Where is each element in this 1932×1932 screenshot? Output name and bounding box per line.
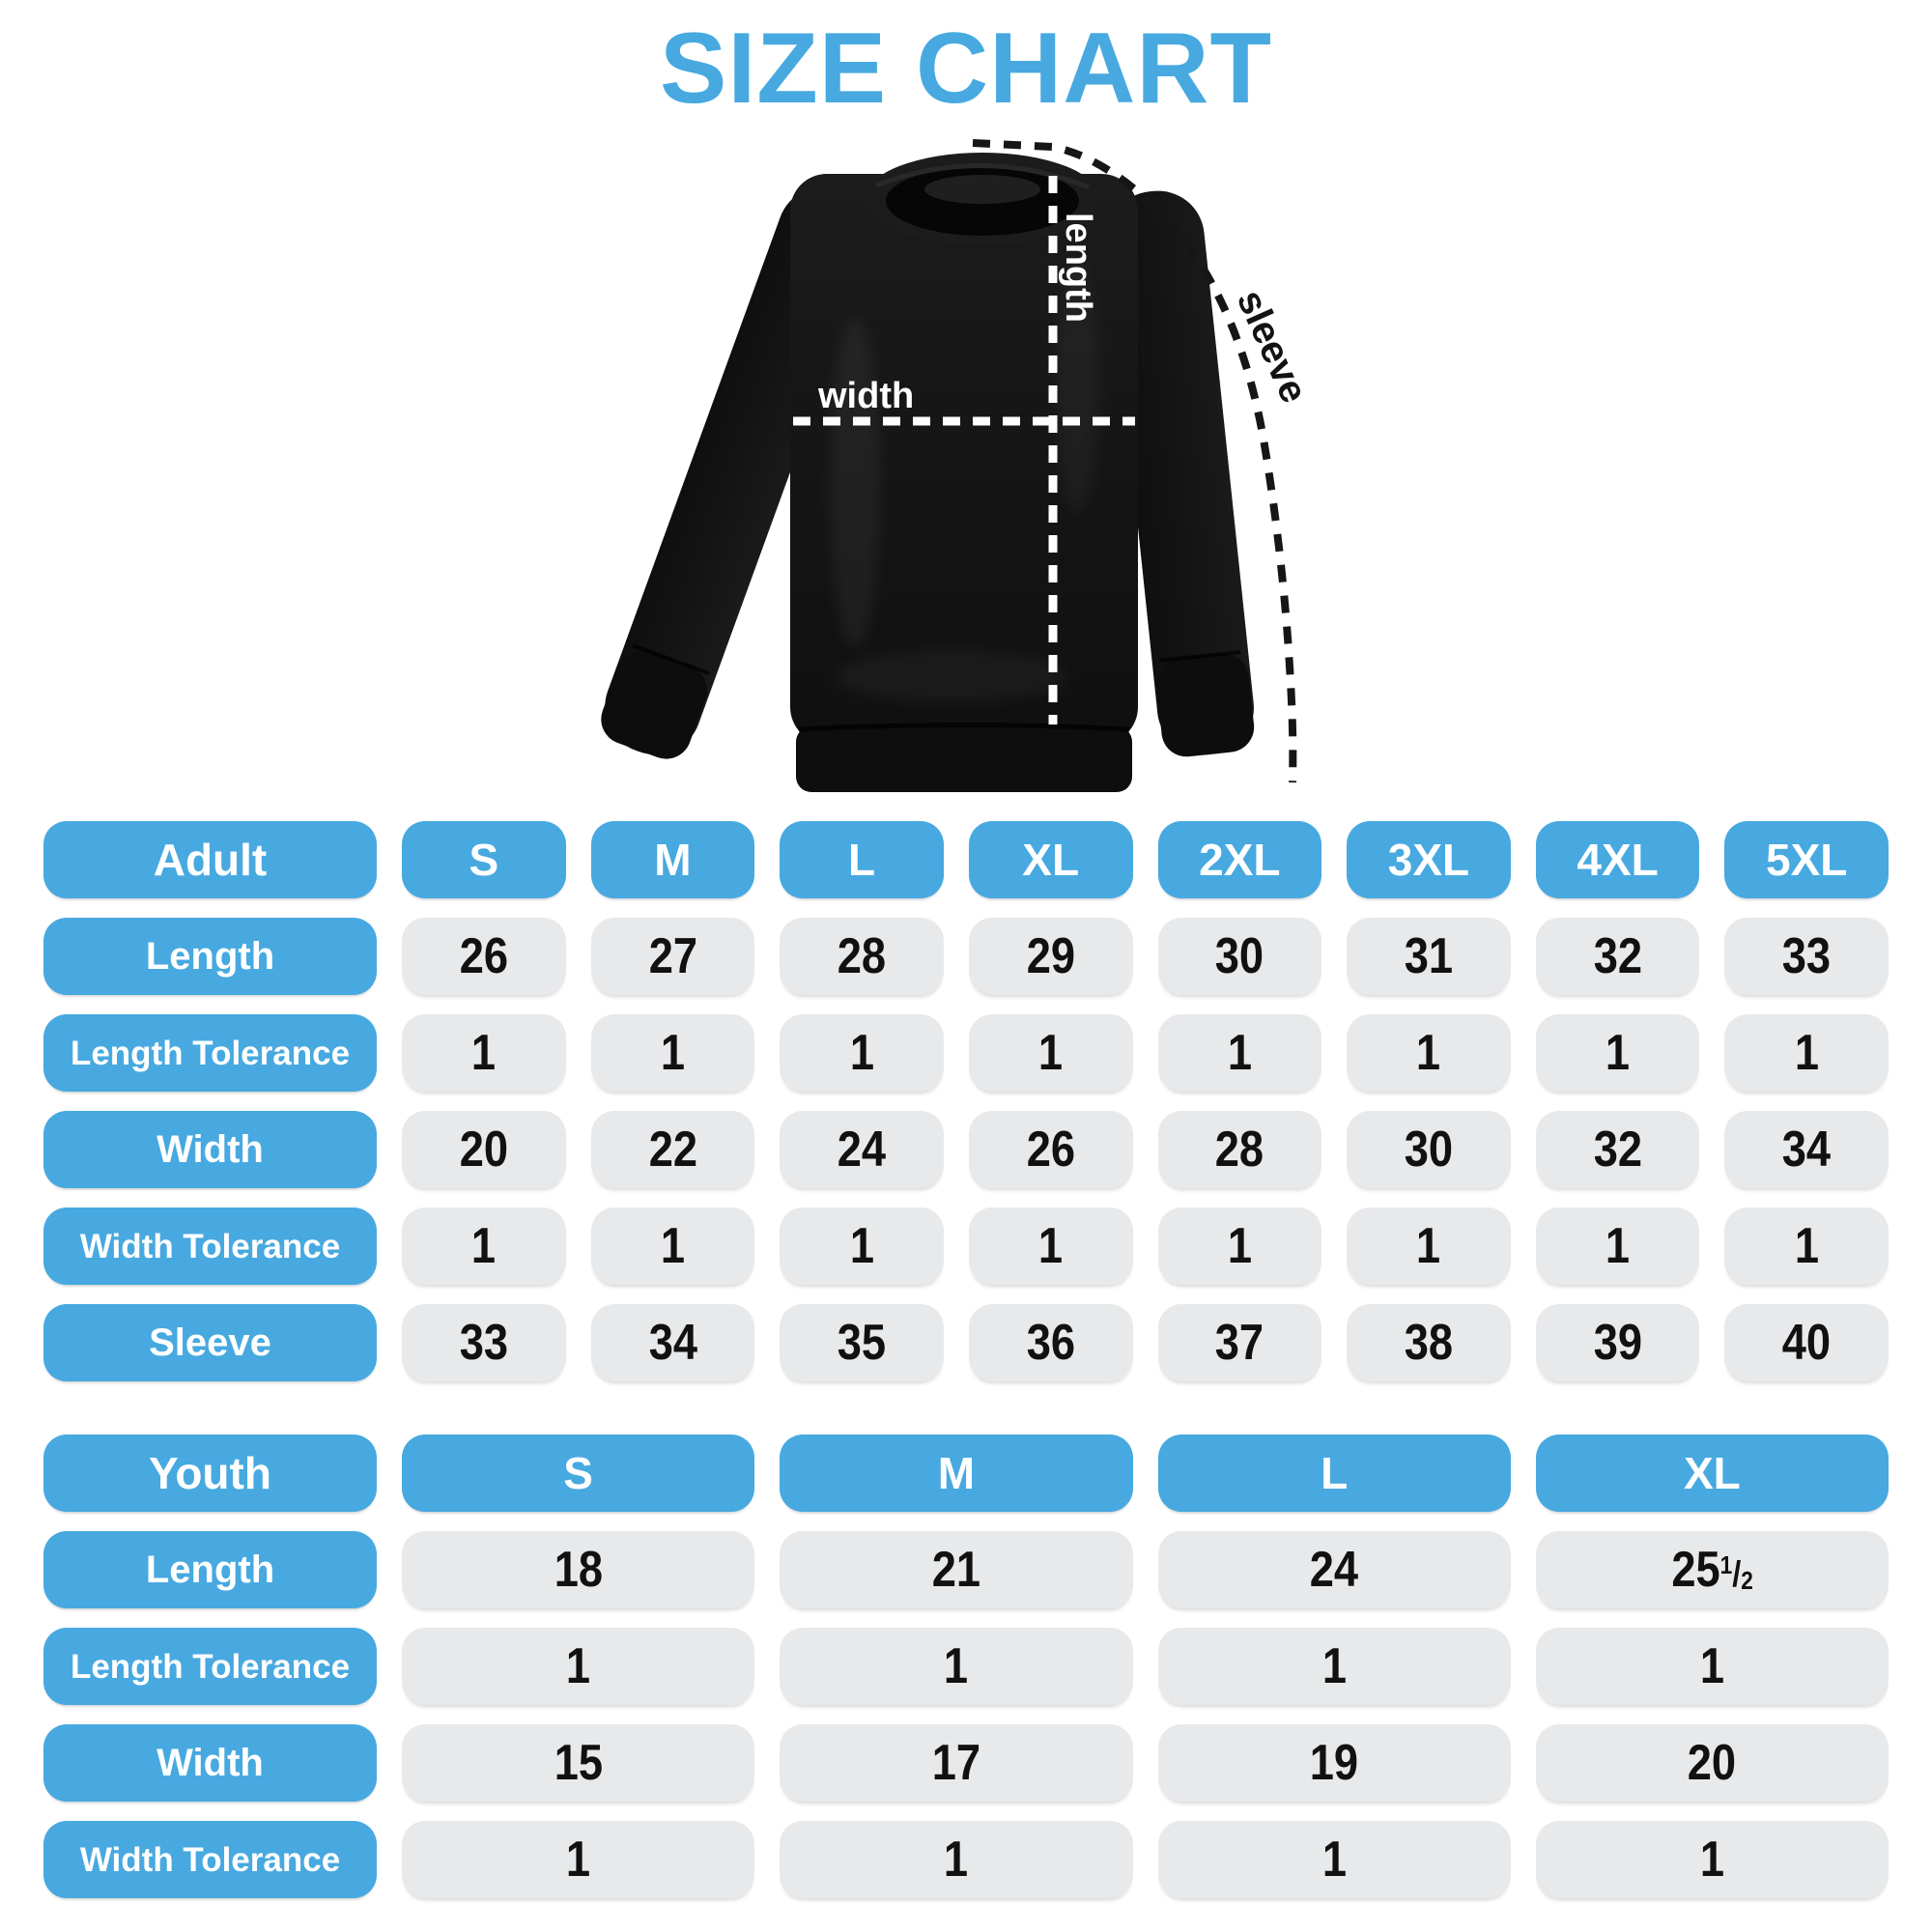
data-cell-sleeve-2xl: 37	[1157, 1304, 1322, 1381]
data-cell-sleeve-m: 34	[590, 1304, 755, 1381]
row-label-length: Length	[43, 918, 377, 995]
header-cell-m: M	[590, 821, 755, 898]
data-cell-width-xl: 26	[968, 1111, 1133, 1188]
data-cell-length-s: 26	[402, 918, 566, 995]
data-cell-sleeve-s: 33	[402, 1304, 566, 1381]
data-cell-length-tolerance-m: 1	[780, 1628, 1133, 1705]
length-label: length	[1058, 213, 1098, 323]
row-label-width: Width	[43, 1111, 377, 1188]
header-cell-l: L	[780, 821, 944, 898]
header-cell-xl: XL	[968, 821, 1133, 898]
data-cell-width-m: 22	[590, 1111, 755, 1188]
right-cuff	[1156, 653, 1255, 757]
data-cell-width-m: 17	[780, 1724, 1133, 1802]
youth-size-table: Youth S M L XL Length 18 21 24 251/2 Length Tolera…	[43, 1435, 1889, 1898]
data-cell-length-s: 18	[402, 1531, 755, 1608]
data-cell-width-5xl: 34	[1724, 1111, 1889, 1188]
data-cell-length-m: 27	[590, 918, 755, 995]
data-cell-sleeve-3xl: 38	[1347, 1304, 1511, 1381]
data-cell-sleeve-xl: 36	[968, 1304, 1133, 1381]
hem-band	[796, 726, 1132, 792]
header-cell-adult: Adult	[43, 821, 377, 898]
data-cell-width-l: 24	[780, 1111, 944, 1188]
sweatshirt-silhouette	[601, 153, 1255, 792]
left-cuff	[601, 650, 708, 759]
right-sleeve	[1107, 190, 1255, 757]
header-cell-l: L	[1157, 1435, 1511, 1512]
data-cell-width-4xl: 32	[1535, 1111, 1700, 1188]
data-cell-width-tolerance-xl: 1	[1535, 1821, 1889, 1898]
data-cell-width-tolerance-4xl: 1	[1535, 1208, 1700, 1285]
sweatshirt-diagram: width length sleeve	[601, 139, 1316, 792]
data-cell-length-xl: 29	[968, 918, 1133, 995]
row-label-length-tolerance: Length Tolerance	[43, 1014, 377, 1092]
data-cell-length-tolerance-2xl: 1	[1157, 1014, 1322, 1092]
data-cell-sleeve-5xl: 40	[1724, 1304, 1889, 1381]
data-cell-length-4xl: 32	[1535, 918, 1700, 995]
data-cell-width-tolerance-2xl: 1	[1157, 1208, 1322, 1285]
row-label-length: Length	[43, 1531, 377, 1608]
data-cell-width-tolerance-3xl: 1	[1347, 1208, 1511, 1285]
data-cell-width-tolerance-xl: 1	[968, 1208, 1133, 1285]
data-cell-width-tolerance-m: 1	[780, 1821, 1133, 1898]
data-cell-width-s: 15	[402, 1724, 755, 1802]
row-label-width: Width	[43, 1724, 377, 1802]
width-label: width	[817, 376, 914, 416]
adult-size-table: Adult S M L XL 2XL 3XL 4XL 5XL Length 26 27 28 29 30 31…	[43, 821, 1889, 1381]
row-label-width-tolerance: Width Tolerance	[43, 1821, 377, 1898]
header-cell-m: M	[780, 1435, 1133, 1512]
header-cell-5xl: 5XL	[1724, 821, 1889, 898]
sleeve-label: sleeve	[1229, 284, 1316, 410]
data-cell-width-tolerance-s: 1	[402, 1821, 755, 1898]
header-cell-s: S	[402, 821, 566, 898]
adult-size-grid: Adult S M L XL 2XL 3XL 4XL 5XL Length 26 27 28 29 30 31…	[43, 821, 1889, 1381]
data-cell-sleeve-4xl: 39	[1535, 1304, 1700, 1381]
page-title: SIZE CHART	[660, 13, 1272, 125]
data-cell-width-l: 19	[1157, 1724, 1511, 1802]
data-cell-length-tolerance-xl: 1	[1535, 1628, 1889, 1705]
header-cell-youth: Youth	[43, 1435, 377, 1512]
data-cell-length-l: 24	[1157, 1531, 1511, 1608]
header-cell-4xl: 4XL	[1535, 821, 1700, 898]
youth-size-grid: Youth S M L XL Length 18 21 24 251/2 Length Tolera…	[43, 1435, 1889, 1898]
data-cell-length-tolerance-3xl: 1	[1347, 1014, 1511, 1092]
header-cell-s: S	[402, 1435, 755, 1512]
header-cell-2xl: 2XL	[1157, 821, 1322, 898]
data-cell-length-tolerance-m: 1	[590, 1014, 755, 1092]
data-cell-length-tolerance-l: 1	[780, 1014, 944, 1092]
data-cell-width-tolerance-5xl: 1	[1724, 1208, 1889, 1285]
sleeve-measure-line	[972, 139, 1297, 783]
data-cell-length-2xl: 30	[1157, 918, 1322, 995]
header-cell-xl: XL	[1535, 1435, 1889, 1512]
data-cell-width-3xl: 30	[1347, 1111, 1511, 1188]
data-cell-width-xl: 20	[1535, 1724, 1889, 1802]
data-cell-width-tolerance-m: 1	[590, 1208, 755, 1285]
data-cell-length-xl: 251/2	[1535, 1531, 1889, 1608]
data-cell-length-l: 28	[780, 918, 944, 995]
data-cell-length-tolerance-s: 1	[402, 1628, 755, 1705]
data-cell-width-tolerance-l: 1	[780, 1208, 944, 1285]
data-cell-length-5xl: 33	[1724, 918, 1889, 995]
row-label-sleeve: Sleeve	[43, 1304, 377, 1381]
data-cell-length-3xl: 31	[1347, 918, 1511, 995]
data-cell-sleeve-l: 35	[780, 1304, 944, 1381]
data-cell-length-tolerance-5xl: 1	[1724, 1014, 1889, 1092]
row-label-width-tolerance: Width Tolerance	[43, 1208, 377, 1285]
data-cell-width-tolerance-l: 1	[1157, 1821, 1511, 1898]
header-cell-3xl: 3XL	[1347, 821, 1511, 898]
data-cell-length-tolerance-l: 1	[1157, 1628, 1511, 1705]
data-cell-width-s: 20	[402, 1111, 566, 1188]
data-cell-length-tolerance-xl: 1	[968, 1014, 1133, 1092]
data-cell-length-tolerance-s: 1	[402, 1014, 566, 1092]
data-cell-width-tolerance-s: 1	[402, 1208, 566, 1285]
data-cell-width-2xl: 28	[1157, 1111, 1322, 1188]
data-cell-length-m: 21	[780, 1531, 1133, 1608]
row-label-length-tolerance: Length Tolerance	[43, 1628, 377, 1705]
data-cell-length-tolerance-4xl: 1	[1535, 1014, 1700, 1092]
collar	[865, 153, 1100, 245]
